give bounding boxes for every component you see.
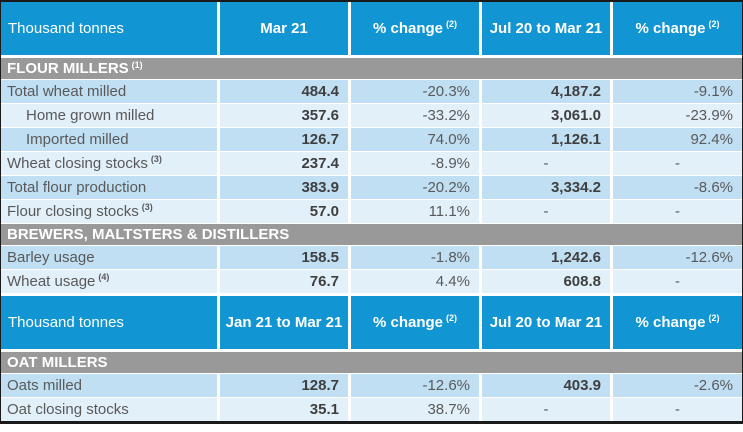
table-row-imported-milled: Imported milled 126.7 74.0% 1,126.1 92.4… <box>1 128 742 151</box>
footnote-ref: (2) <box>708 18 720 29</box>
pct-change-header: % change (2) <box>351 296 479 349</box>
pct-change-header: % change (2) <box>613 2 742 55</box>
value-cell: 126.7 <box>220 128 348 151</box>
value-cell: 4,187.2 <box>482 80 610 103</box>
table-row-wheat-usage: Wheat usage (4) 76.7 4.4% 608.8 - <box>1 270 742 293</box>
section-title: FLOUR MILLERS <box>7 60 129 77</box>
value-cell: 158.5 <box>220 246 348 269</box>
section-header-brewers-maltsters-distillers: BREWERS, MALTSTERS & DISTILLERS <box>1 224 742 245</box>
pct-cell: 11.1% <box>351 200 479 223</box>
pct-cell: -12.6% <box>613 246 742 269</box>
pct-cell: - <box>613 152 742 175</box>
period-header-jan21-mar21: Jan 21 to Mar 21 <box>220 296 348 349</box>
value-cell: 3,334.2 <box>482 176 610 199</box>
pct-change-label: % change <box>635 20 706 37</box>
row-label: Imported milled <box>1 128 217 151</box>
pct-cell: -9.1% <box>613 80 742 103</box>
pct-cell: -12.6% <box>351 374 479 397</box>
row-label: Total wheat milled <box>1 80 217 103</box>
pct-cell: 4.4% <box>351 270 479 293</box>
period-header-mar21: Mar 21 <box>220 2 348 55</box>
section-title: BREWERS, MALTSTERS & DISTILLERS <box>7 226 290 243</box>
table-row-total-wheat-milled: Total wheat milled 484.4 -20.3% 4,187.2 … <box>1 80 742 103</box>
value-cell: 484.4 <box>220 80 348 103</box>
pct-cell: - <box>613 398 742 421</box>
pct-cell: - <box>613 270 742 293</box>
section-title: OAT MILLERS <box>7 354 108 371</box>
pct-change-label: % change <box>635 314 706 331</box>
pct-cell: -20.2% <box>351 176 479 199</box>
row-label: Wheat closing stocks (3) <box>1 152 217 175</box>
table-row-wheat-closing-stocks: Wheat closing stocks (3) 237.4 -8.9% - - <box>1 152 742 175</box>
value-cell: 128.7 <box>220 374 348 397</box>
pct-cell: 38.7% <box>351 398 479 421</box>
value-cell: 403.9 <box>482 374 610 397</box>
pct-cell: -1.8% <box>351 246 479 269</box>
value-cell: - <box>482 200 610 223</box>
table-row-total-flour-production: Total flour production 383.9 -20.2% 3,33… <box>1 176 742 199</box>
value-cell: 35.1 <box>220 398 348 421</box>
pct-change-label: % change <box>372 20 444 37</box>
pct-change-header: % change (2) <box>351 2 479 55</box>
pct-change-label: % change <box>372 314 444 331</box>
table-row-home-grown-milled: Home grown milled 357.6 -33.2% 3,061.0 -… <box>1 104 742 127</box>
value-cell: 76.7 <box>220 270 348 293</box>
value-cell: 57.0 <box>220 200 348 223</box>
row-label: Oat closing stocks <box>1 398 217 421</box>
section-header-flour-millers: FLOUR MILLERS (1) <box>1 58 742 79</box>
value-cell: - <box>482 398 610 421</box>
table-row-oat-closing-stocks: Oat closing stocks 35.1 38.7% - - <box>1 398 742 421</box>
value-cell: 237.4 <box>220 152 348 175</box>
units-header: Thousand tonnes <box>1 2 217 55</box>
footnote-ref: (1) <box>131 59 143 70</box>
pct-cell: 92.4% <box>613 128 742 151</box>
pct-cell: -2.6% <box>613 374 742 397</box>
value-cell: 3,061.0 <box>482 104 610 127</box>
pct-change-header: % change (2) <box>613 296 742 349</box>
footnote-ref: (2) <box>446 18 458 29</box>
pct-cell: -33.2% <box>351 104 479 127</box>
column-header-row-top: Thousand tonnes Mar 21 % change (2) Jul 2… <box>1 2 742 55</box>
section-header-oat-millers: OAT MILLERS <box>1 352 742 373</box>
value-cell: - <box>482 152 610 175</box>
pct-cell: -20.3% <box>351 80 479 103</box>
value-cell: 383.9 <box>220 176 348 199</box>
value-cell: 608.8 <box>482 270 610 293</box>
footnote-ref: (2) <box>446 312 458 323</box>
pct-cell: 74.0% <box>351 128 479 151</box>
row-label: Flour closing stocks (3) <box>1 200 217 223</box>
pct-cell: -8.6% <box>613 176 742 199</box>
value-cell: 1,242.6 <box>482 246 610 269</box>
period-header-jul20-mar21: Jul 20 to Mar 21 <box>482 296 610 349</box>
table-row-oats-milled: Oats milled 128.7 -12.6% 403.9 -2.6% <box>1 374 742 397</box>
row-label: Home grown milled <box>1 104 217 127</box>
column-header-row-middle: Thousand tonnes Jan 21 to Mar 21 % chang… <box>1 296 742 349</box>
units-header: Thousand tonnes <box>1 296 217 349</box>
pct-cell: -8.9% <box>351 152 479 175</box>
pct-cell: - <box>613 200 742 223</box>
row-label: Barley usage <box>1 246 217 269</box>
row-label: Total flour production <box>1 176 217 199</box>
footnote-ref: (2) <box>708 312 720 323</box>
table-row-flour-closing-stocks: Flour closing stocks (3) 57.0 11.1% - - <box>1 200 742 223</box>
value-cell: 357.6 <box>220 104 348 127</box>
period-header-jul20-mar21: Jul 20 to Mar 21 <box>482 2 610 55</box>
pct-cell: -23.9% <box>613 104 742 127</box>
row-label: Oats milled <box>1 374 217 397</box>
table-row-barley-usage: Barley usage 158.5 -1.8% 1,242.6 -12.6% <box>1 246 742 269</box>
value-cell: 1,126.1 <box>482 128 610 151</box>
row-label: Wheat usage (4) <box>1 270 217 293</box>
